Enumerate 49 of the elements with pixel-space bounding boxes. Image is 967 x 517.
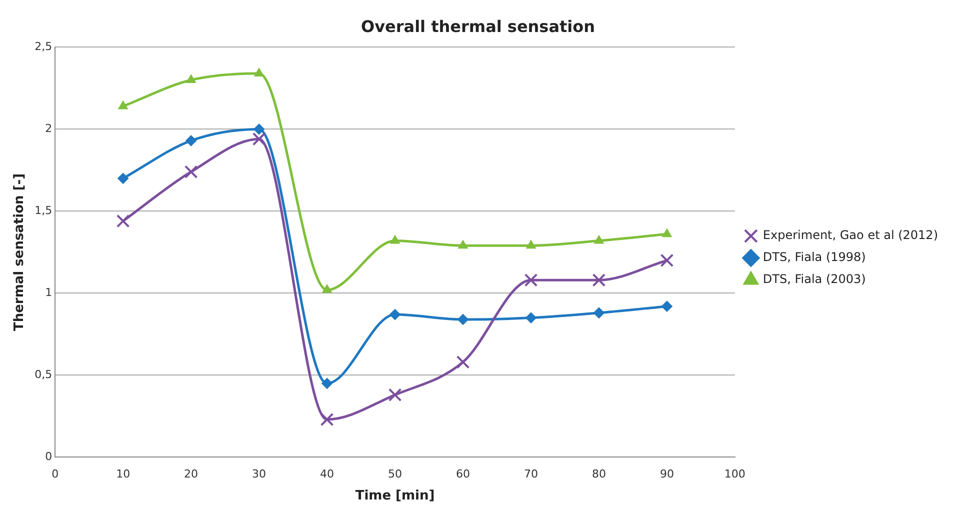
point: [186, 74, 196, 83]
x-tick-label: 60: [456, 468, 470, 481]
y-tick-label: 1: [45, 286, 52, 300]
point: [254, 68, 264, 76]
x-tick-label: 30: [252, 468, 266, 481]
point: [593, 307, 604, 318]
point: [118, 172, 129, 184]
y-tick-label: 2,5: [34, 40, 52, 54]
point: [322, 378, 333, 389]
x-tick-label: 70: [524, 468, 538, 481]
point: [118, 100, 128, 110]
legend-label: Experiment, Gao et al (2012): [762, 228, 938, 242]
y-tick-label: 1,5: [34, 204, 52, 218]
point: [252, 132, 266, 146]
point: [662, 228, 672, 238]
point: [525, 312, 536, 324]
legend-label: DTS, Fiala (2003): [762, 272, 866, 286]
point: [526, 240, 536, 249]
point: [592, 273, 606, 287]
legend-label: DTS, Fiala (1998): [762, 250, 866, 264]
point: [320, 412, 334, 426]
y-tick-label: 0,5: [34, 368, 52, 382]
point: [186, 135, 197, 146]
point: [458, 240, 468, 249]
point: [661, 300, 672, 312]
x-tick-label: 40: [320, 468, 334, 481]
y-tick-label: 0: [45, 450, 52, 464]
x-tick-label: 10: [116, 468, 130, 481]
point: [524, 273, 538, 287]
point: [457, 314, 468, 325]
y-axis-title: Thermal sensation [-]: [12, 173, 28, 332]
x-tick-label: 80: [592, 468, 606, 481]
x-tick-label: 50: [388, 468, 402, 481]
point: [184, 165, 198, 178]
x-tick-label: 100: [724, 468, 746, 481]
x-tick-label: 20: [184, 468, 198, 481]
x-axis-title: Time [min]: [355, 488, 435, 504]
point: [322, 284, 332, 293]
chart-title: Overall thermal sensation: [360, 16, 596, 36]
point: [388, 388, 402, 402]
point: [254, 124, 265, 135]
point: [116, 214, 130, 228]
x-tick-label: 90: [660, 468, 674, 481]
point: [390, 235, 400, 244]
point: [390, 309, 401, 320]
point: [594, 235, 604, 244]
y-tick-label: 2: [45, 122, 52, 136]
point: [456, 355, 470, 369]
point: [660, 254, 674, 268]
